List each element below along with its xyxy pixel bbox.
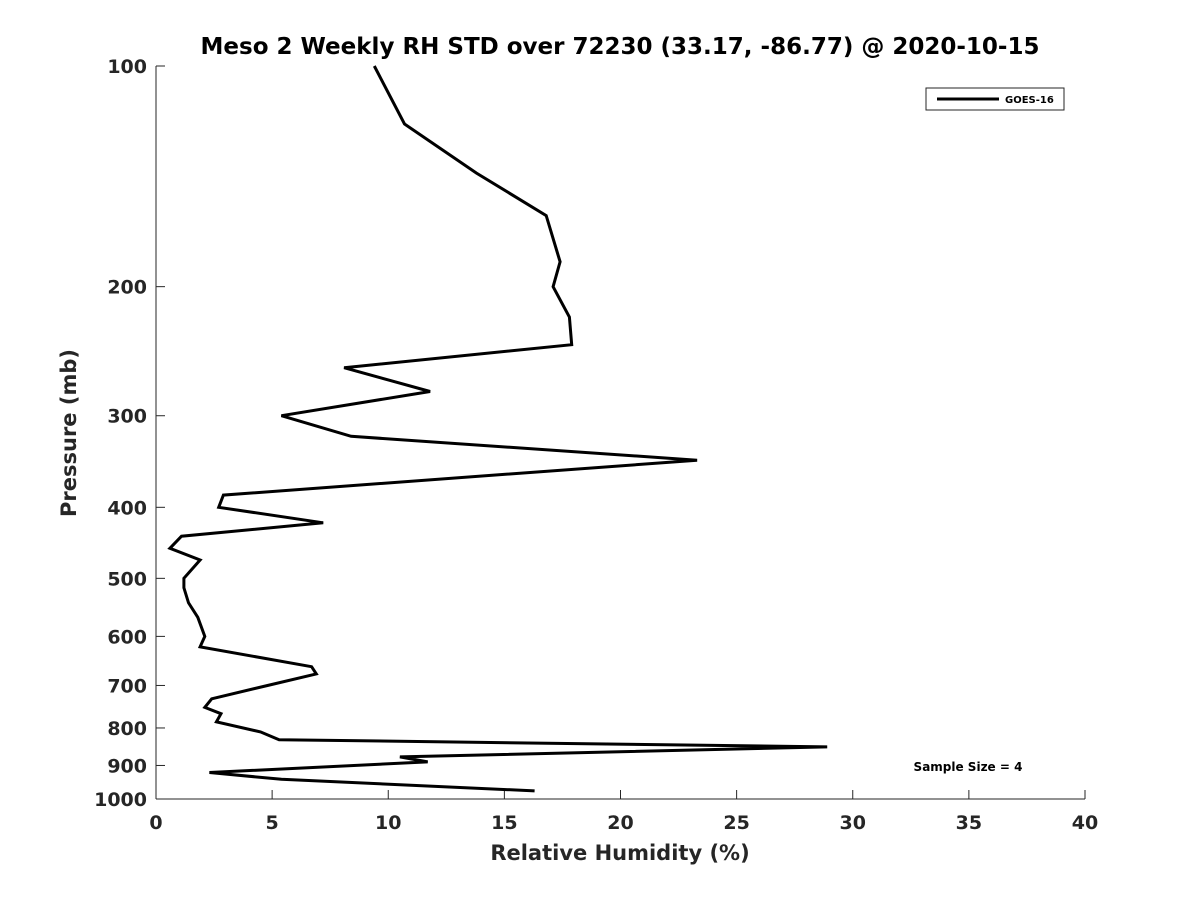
- y-tick-label: 100: [107, 56, 147, 78]
- x-axis-ticks: 0 5 10 15 20 25 30 35 40: [149, 790, 1098, 834]
- legend: GOES-16: [925, 87, 1065, 111]
- x-tick-label: 25: [723, 812, 749, 834]
- x-tick-label: 15: [491, 812, 517, 834]
- legend-entry-goes-16: GOES-16: [1005, 95, 1054, 106]
- x-tick-label: 5: [266, 812, 279, 834]
- y-axis-ticks: 100 200 300 400 500 600 700 800 900 1000: [94, 56, 165, 811]
- x-tick-label: 10: [375, 812, 401, 834]
- x-axis-label: Relative Humidity (%): [490, 841, 749, 865]
- x-tick-label: 20: [607, 812, 633, 834]
- chart-title: Meso 2 Weekly RH STD over 72230 (33.17, …: [201, 34, 1040, 60]
- y-tick-label: 400: [107, 497, 147, 519]
- y-tick-label: 1000: [94, 789, 147, 811]
- series-layer: [167, 65, 828, 793]
- y-tick-label: 200: [107, 277, 147, 299]
- x-tick-label: 40: [1072, 812, 1098, 834]
- y-tick-label: 600: [107, 626, 147, 648]
- x-tick-label: 35: [956, 812, 982, 834]
- series-line-goes-16: [167, 65, 828, 793]
- y-tick-label: 300: [107, 406, 147, 428]
- sample-size-annotation: Sample Size = 4: [914, 760, 1023, 774]
- y-tick-label: 700: [107, 675, 147, 697]
- y-tick-label: 900: [107, 755, 147, 777]
- x-tick-label: 30: [840, 812, 866, 834]
- y-tick-label: 500: [107, 568, 147, 590]
- y-tick-label: 800: [107, 718, 147, 740]
- y-axis-label: Pressure (mb): [57, 349, 81, 517]
- x-tick-label: 0: [149, 812, 162, 834]
- plot-area: [155, 66, 1085, 800]
